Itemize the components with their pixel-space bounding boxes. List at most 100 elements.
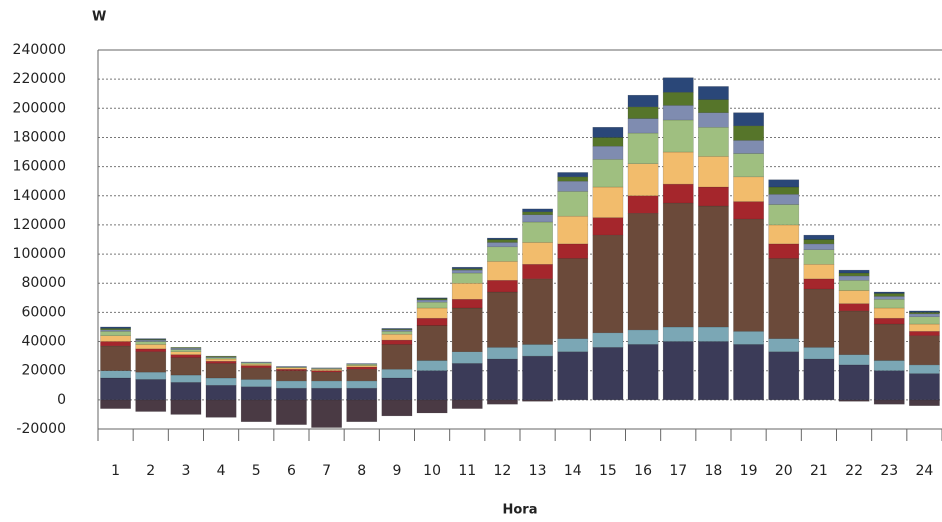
bar-segment (276, 370, 307, 382)
bar-segment (381, 399, 413, 417)
bar-segment (627, 132, 659, 164)
bar-segment (311, 380, 342, 389)
bar-segment (838, 275, 870, 281)
bar-segment (100, 370, 131, 379)
bar-segment (768, 243, 800, 259)
bar-segment (662, 183, 694, 204)
bar-segment (416, 360, 448, 371)
bar-segment (416, 325, 448, 361)
bar-segment (557, 191, 589, 217)
bar-segment (522, 242, 553, 265)
bar-segment (733, 140, 764, 154)
bar-segment (170, 351, 202, 355)
bar-segment (451, 307, 483, 352)
y-tick-label: 40000 (21, 334, 66, 350)
bar-segment (557, 351, 589, 401)
bar-segment (909, 364, 940, 374)
bar-segment (662, 105, 694, 121)
x-tick-label: 10 (423, 463, 441, 479)
bar-segment (592, 127, 624, 138)
bar-segment (135, 371, 167, 380)
bar-segment (557, 172, 589, 178)
bar-segment (170, 382, 202, 401)
bar-segment (240, 399, 272, 422)
y-tick-label: 220000 (13, 71, 66, 87)
bar-segment (662, 202, 694, 328)
bar-segment (592, 332, 624, 348)
bar-segment (135, 379, 167, 401)
bar-segment (100, 399, 131, 409)
bar-segment (733, 153, 764, 178)
bar-segment (311, 399, 342, 428)
bar-segment (346, 399, 378, 422)
bar-segment (838, 354, 870, 366)
bar-segment (170, 374, 202, 383)
bar-segment (592, 217, 624, 236)
bar-segment (522, 278, 553, 345)
bar-segment (487, 239, 518, 243)
bar-segment (170, 354, 202, 358)
bar-segment (698, 156, 729, 188)
bar-segment (240, 386, 272, 401)
y-tick-label: 20000 (21, 363, 66, 379)
bar-segment (557, 180, 589, 192)
bar-segment (205, 399, 237, 418)
bar-segment (135, 338, 167, 340)
bar-segment (698, 326, 729, 342)
bar-segment (768, 338, 800, 352)
bar-segment (451, 282, 483, 300)
bar-segment (522, 221, 553, 243)
bar-segment (873, 360, 905, 371)
bar-segment (803, 243, 835, 250)
bar-segment (487, 291, 518, 348)
bar-segment (873, 296, 905, 300)
bar-segment (381, 331, 413, 335)
bar-segment (803, 347, 835, 360)
bar-segment (909, 316, 940, 325)
bar-segment (873, 293, 905, 297)
bar-segment (873, 399, 905, 405)
bar-segment (838, 303, 870, 312)
bar-segment (627, 118, 659, 134)
bar-segment (451, 269, 483, 274)
bar-segment (557, 215, 589, 245)
y-tick-label: 80000 (21, 275, 66, 291)
bar-segment (205, 385, 237, 401)
bar-segment (873, 317, 905, 325)
bar-segment (803, 288, 835, 348)
bar-segment (416, 317, 448, 326)
x-tick-label: 7 (322, 463, 331, 479)
bar-segment (276, 387, 307, 401)
x-tick-label: 8 (357, 463, 366, 479)
bar-segment (522, 211, 553, 215)
bar-segment (311, 371, 342, 382)
bar-segment (768, 224, 800, 245)
bar-segment (873, 299, 905, 309)
bar-segment (627, 329, 659, 345)
bar-segment (557, 338, 589, 352)
bar-segment (451, 351, 483, 364)
bar-segment (662, 326, 694, 342)
bar-segment (205, 377, 237, 386)
y-tick-label: 60000 (21, 304, 66, 320)
bar-segment (416, 399, 448, 414)
y-tick-label: 100000 (13, 246, 66, 262)
bar-segment (100, 335, 131, 342)
y-tick-label: 180000 (13, 129, 66, 145)
bar-segment (487, 347, 518, 360)
bar-segment (873, 323, 905, 361)
bar-segment (522, 355, 553, 401)
bar-segment (698, 205, 729, 328)
bar-segment (276, 399, 307, 425)
y-tick-label: 0 (57, 392, 66, 408)
bar-segment (909, 323, 940, 332)
bar-segment (557, 243, 589, 259)
bar-segment (698, 186, 729, 207)
bar-segment (416, 297, 448, 299)
bar-segment (803, 234, 835, 240)
bar-segment (627, 94, 659, 108)
bar-segment (100, 331, 131, 336)
bar-segment (909, 331, 940, 336)
x-tick-label: 9 (392, 463, 401, 479)
bar-segment (733, 201, 764, 220)
